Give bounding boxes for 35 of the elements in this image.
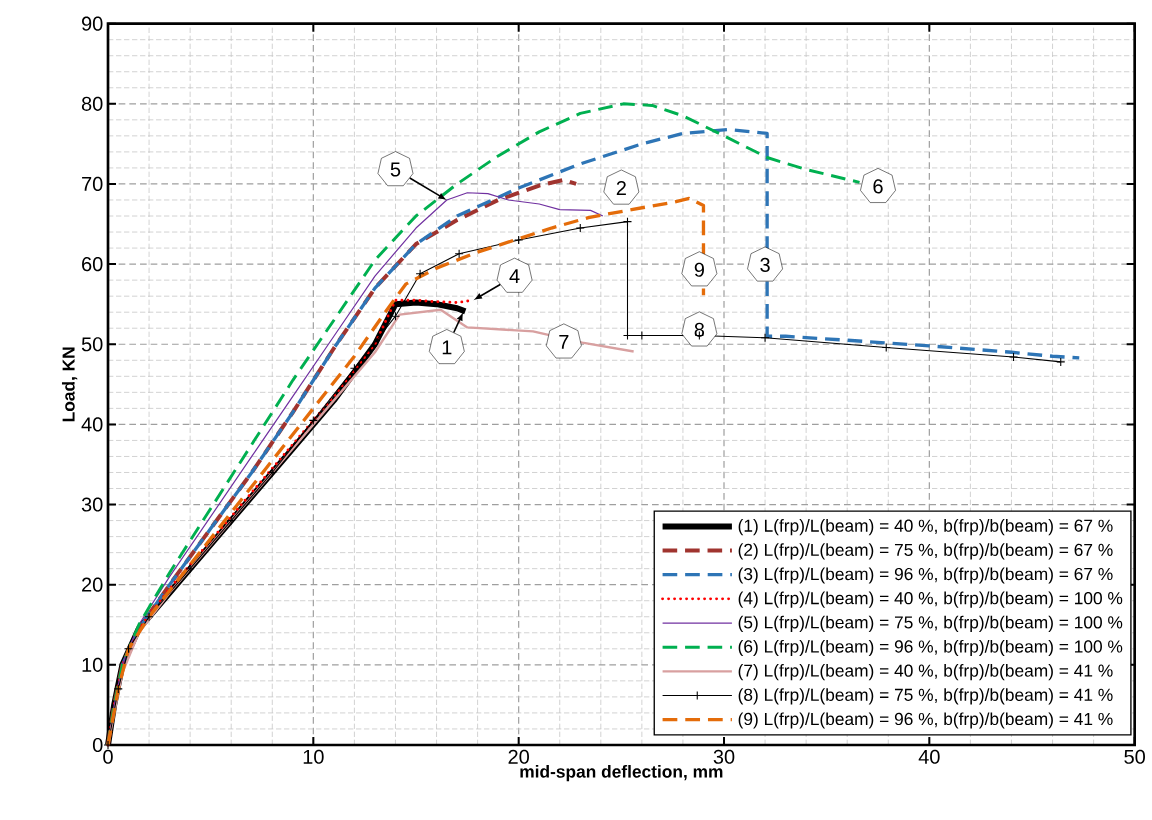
y-tick-label: 50 — [81, 337, 103, 352]
legend-label: (9) L(frp)/L(beam) = 96 %, b(frp)/b(beam) = 41 % — [738, 712, 1113, 729]
legend-label: (5) L(frp)/L(beam) = 75 %, b(frp)/b(beam) = 100 % — [738, 615, 1123, 632]
legend-label: (7) L(frp)/L(beam) = 40 %, b(frp)/b(beam) = 41 % — [738, 664, 1113, 681]
annotation: 5 — [390, 162, 401, 177]
y-tick-label: 10 — [82, 657, 103, 672]
legend-label: (2) L(frp)/L(beam) = 75 %, b(frp)/b(beam) = 67 % — [738, 543, 1113, 560]
y-axis-title: Load, KN — [61, 347, 78, 422]
legend-label: (1) L(frp)/L(beam) = 40 %, b(frp)/b(beam) = 67 % — [738, 519, 1113, 536]
x-tick-label: 40 — [918, 749, 940, 764]
y-tick-label: 90 — [81, 16, 103, 31]
y-tick-label: 70 — [82, 176, 103, 192]
x-tick-label: 30 — [713, 749, 735, 764]
y-tick-label: 40 — [81, 417, 103, 432]
annotation: 1 — [442, 340, 452, 355]
legend-label: (4) L(frp)/L(beam) = 40 %, b(frp)/b(beam) = 100 % — [738, 591, 1123, 608]
legend-label: (3) L(frp)/L(beam) = 96 %, b(frp)/b(beam) = 67 % — [738, 567, 1113, 584]
y-tick-label: 80 — [81, 96, 103, 111]
annotation: 9 — [694, 262, 704, 277]
annotation: 4 — [509, 269, 520, 284]
y-tick-label: 0 — [92, 737, 103, 753]
x-tick-label: 10 — [303, 749, 324, 764]
y-tick-label: 60 — [82, 257, 103, 272]
legend-label: (8) L(frp)/L(beam) = 75 %, b(frp)/b(beam) = 41 % — [738, 688, 1113, 705]
annotation: 2 — [616, 180, 626, 195]
legend-label: (6) L(frp)/L(beam) = 96 %, b(frp)/b(beam) = 100 % — [738, 639, 1123, 657]
annotation: 6 — [873, 179, 883, 194]
y-tick-label: 20 — [82, 577, 103, 592]
x-tick-label: 20 — [508, 749, 529, 764]
y-tick-label: 30 — [81, 497, 103, 512]
annotation: 3 — [760, 257, 770, 272]
x-tick-label: 50 — [1124, 749, 1145, 764]
annotation: 7 — [559, 334, 569, 349]
x-tick-label: 0 — [103, 749, 113, 764]
x-axis-title: mid-span deflection, mm — [520, 765, 723, 782]
